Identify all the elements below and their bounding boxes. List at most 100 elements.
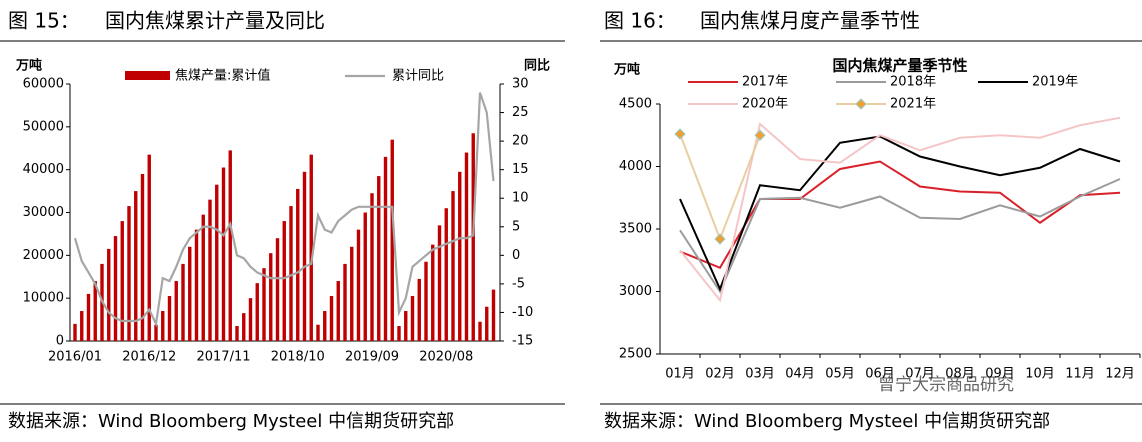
bar (329, 296, 334, 341)
bar (235, 326, 239, 341)
x-tick-label: 05月 (825, 367, 855, 382)
bar (140, 173, 145, 341)
y2-tick-label: -15 (512, 334, 533, 349)
y2-tick-label: 5 (512, 219, 520, 234)
bar (93, 281, 97, 341)
y2-tick-label: 20 (512, 134, 529, 149)
bar (485, 306, 489, 341)
y-tick-label: 0 (56, 334, 64, 349)
bar (161, 311, 165, 341)
x-tick-label: 08月 (945, 367, 975, 382)
x-tick-label: 2020/08 (419, 350, 473, 365)
y-tick-label: 3500 (619, 222, 652, 237)
bar (302, 171, 307, 341)
legend-marker (855, 98, 867, 110)
x-tick-label: 01月 (665, 367, 695, 382)
bar (444, 208, 448, 341)
x-tick-label: 02月 (705, 367, 735, 382)
line (679, 133, 761, 242)
y-axis-title: 万吨 (15, 58, 42, 74)
figure-caption: 国内焦煤累计产量及同比 (105, 9, 325, 33)
bar (127, 206, 131, 341)
legend-label: 2018年 (890, 75, 936, 90)
figure-number: 图 16： (604, 9, 676, 33)
bar (154, 324, 158, 341)
bar (478, 321, 482, 341)
x-tick-label: 2017/11 (196, 350, 250, 365)
bar (215, 184, 219, 341)
bar (350, 246, 354, 341)
legend-label: 2020年 (742, 97, 788, 112)
bar (248, 298, 253, 341)
bar (343, 263, 347, 341)
y-tick-label: 60000 (23, 77, 64, 92)
x-tick-label: 2016/12 (122, 350, 176, 365)
bar (323, 311, 327, 341)
bar (471, 133, 475, 341)
y2-tick-label: -5 (512, 276, 525, 291)
bar (262, 268, 266, 341)
bar (309, 154, 313, 341)
bar (86, 293, 91, 341)
y-tick-label: 10000 (23, 291, 64, 306)
legend-label: 累计同比 (392, 69, 444, 84)
legend-label: 2021年 (890, 97, 936, 112)
bar (255, 283, 259, 341)
y2-tick-label: 25 (512, 105, 529, 120)
bar (188, 246, 192, 341)
bar (221, 167, 226, 341)
bar (390, 139, 394, 341)
legend-swatch (125, 71, 170, 80)
bar (208, 199, 212, 341)
x-tick-label: 09月 (985, 367, 1015, 382)
y2-tick-label: 0 (512, 248, 520, 263)
bar (194, 229, 199, 341)
x-tick-label: 2018/10 (271, 350, 325, 365)
marker (754, 129, 766, 141)
bar (73, 323, 77, 341)
bar (80, 311, 84, 341)
legend-label: 2017年 (742, 75, 788, 90)
bar (464, 152, 469, 341)
x-tick-label: 06月 (865, 367, 895, 382)
x-tick-label: 2016/01 (48, 350, 102, 365)
bar (431, 244, 435, 341)
bar (269, 253, 273, 341)
bar (451, 191, 455, 341)
y-axis-title: 万吨 (613, 62, 640, 78)
bar (336, 281, 340, 341)
bar (370, 193, 374, 341)
x-tick-label: 10月 (1025, 367, 1055, 382)
y-tick-label: 30000 (23, 205, 64, 220)
marker (674, 128, 686, 140)
bar (134, 191, 138, 341)
bar (437, 225, 442, 341)
x-tick-label: 04月 (785, 367, 815, 382)
bar (410, 296, 415, 341)
bar (356, 229, 361, 341)
y2-axis-title: 同比 (524, 58, 550, 74)
y2-tick-label: 30 (512, 77, 529, 92)
x-tick-label: 11月 (1065, 367, 1095, 382)
source: 数据来源：Wind Bloomberg Mysteel 中信期货研究部 (8, 411, 454, 432)
bar (417, 278, 421, 341)
bar (282, 221, 286, 341)
line (679, 160, 1121, 270)
y-tick-label: 20000 (23, 248, 64, 263)
chart-title: 国内焦煤产量季节性 (832, 57, 967, 75)
legend-label: 2019年 (1032, 75, 1078, 90)
y-tick-label: 3000 (619, 284, 652, 299)
bar (289, 206, 293, 341)
bar (113, 236, 118, 341)
figure-caption: 国内焦煤月度产量季节性 (700, 9, 920, 33)
bar (107, 248, 111, 341)
bar (316, 324, 320, 341)
y-tick-label: 4000 (619, 159, 652, 174)
bar (296, 188, 300, 341)
bar (120, 221, 124, 341)
y-tick-label: 50000 (23, 119, 64, 134)
figure-number: 图 15： (8, 9, 80, 33)
bar (363, 212, 367, 341)
bar (228, 150, 232, 341)
